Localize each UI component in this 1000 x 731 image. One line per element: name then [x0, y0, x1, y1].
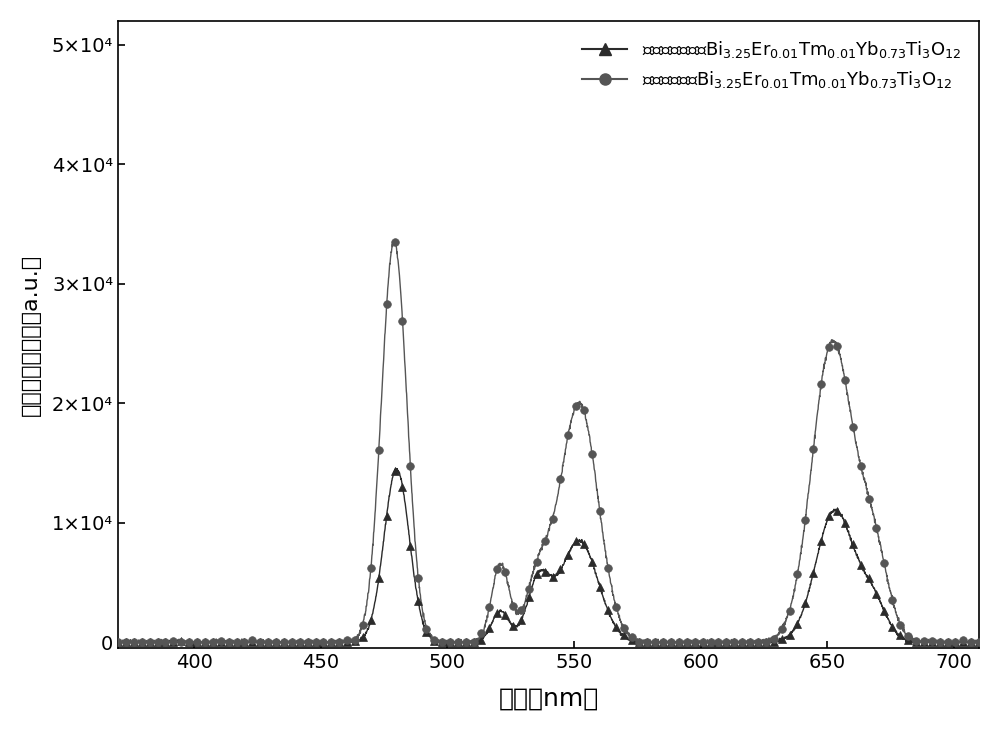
Legend: 未掺杂碱金属的Bi$_{3.25}$Er$_{0.01}$Tm$_{0.01}$Yb$_{0.73}$Ti$_3$O$_{12}$, 掺杂碱金属的Bi$_{3.: 未掺杂碱金属的Bi$_{3.25}$Er$_{0.01}$Tm$_{0.01}$… — [573, 30, 970, 99]
X-axis label: 波长（nm）: 波长（nm） — [498, 686, 599, 711]
Y-axis label: 上转换发射强度（a.u.）: 上转换发射强度（a.u.） — [21, 254, 41, 416]
